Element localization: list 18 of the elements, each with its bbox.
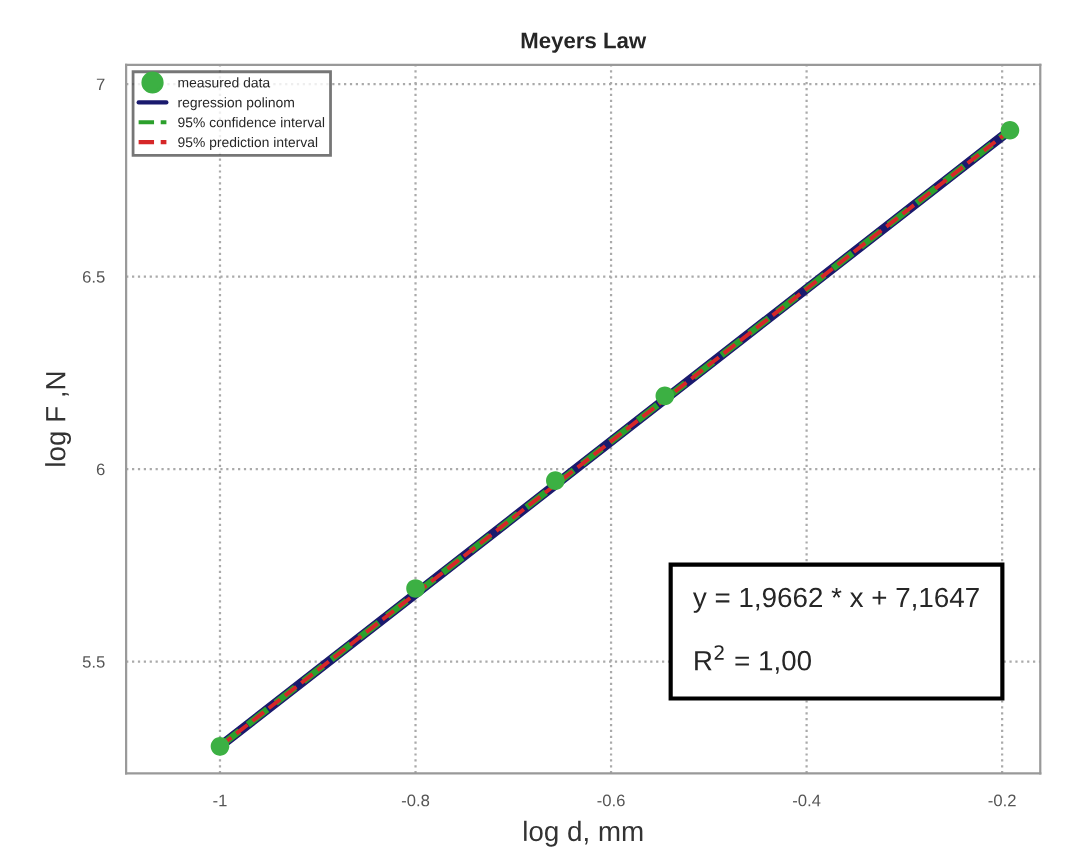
y-tick-label: 6.5 [82,270,105,283]
x-tick-label: -0.4 [792,794,821,807]
x-tick-label: -0.8 [401,794,430,807]
point [1000,120,1020,140]
x-tick-label: -0.6 [597,794,625,807]
y-tick-label: 5.5 [82,656,105,668]
chart-title: Meyers Law [521,32,647,53]
text: y = 1,9662 * x + 7,1647 R$^{2}$ = 1,00 [692,587,979,674]
y-tick-label: 6 [96,463,105,476]
y-tick-label: 7 [96,78,105,91]
x-tick-label: -0.2 [988,794,1016,807]
point [546,471,565,490]
y-axis-title: log F ,N [45,372,72,466]
x-tick-label: -1 [213,794,227,807]
point [210,737,230,756]
point [655,386,675,406]
point [406,579,425,598]
x-axis-title: log d, mm [524,820,643,847]
